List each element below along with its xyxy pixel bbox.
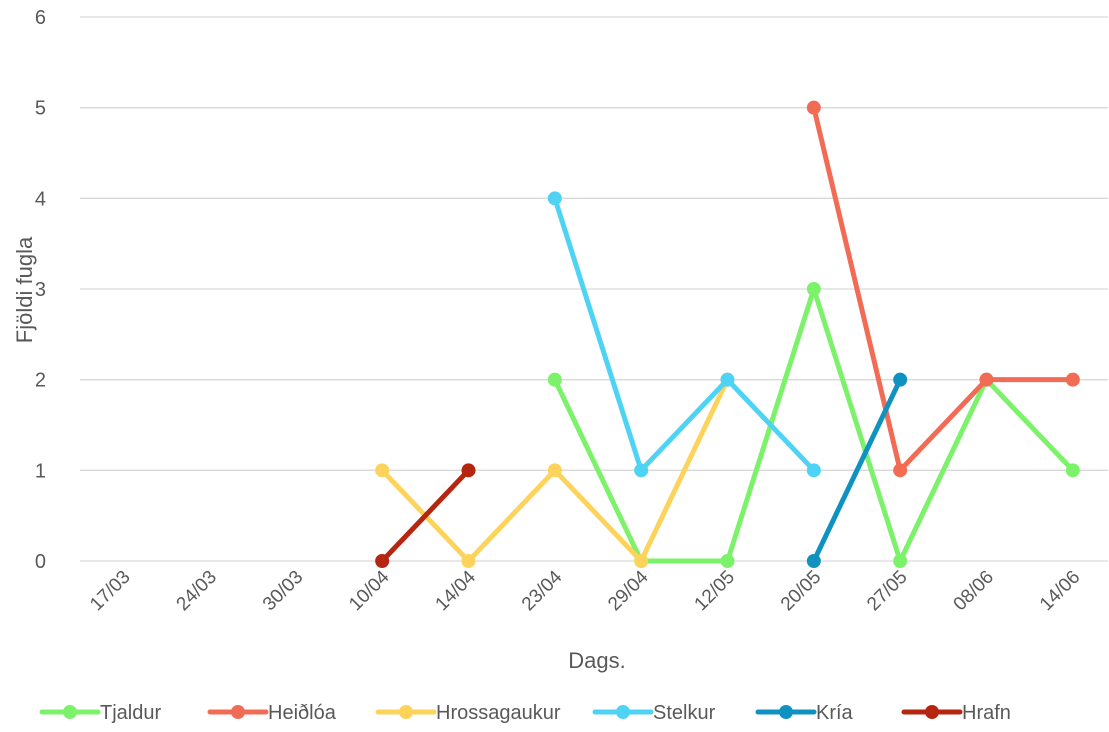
y-tick-label: 2 [35,370,46,392]
series-1 [806,100,1080,478]
data-point [720,554,735,568]
legend-item: Kría [755,702,854,724]
legend-swatch-marker [231,705,245,719]
legend-label: Hrafn [962,702,1011,724]
series-line [379,467,471,564]
legend-label: Tjaldur [100,702,161,724]
series-line [552,195,817,473]
x-tick-label: 30/03 [259,567,307,615]
x-tick-label: 10/04 [345,566,394,615]
data-point [634,554,649,568]
x-tick-label: 27/05 [863,567,911,615]
legend-item: Hrossagaukur [375,702,561,724]
x-tick-label: 29/04 [604,566,653,615]
data-point [893,372,908,387]
data-point [461,463,476,478]
series-line [811,105,1076,473]
legend-label: Heiðlóa [268,702,337,724]
series-line [552,286,1076,564]
data-point [375,554,390,568]
legend-item: Heiðlóa [207,702,337,724]
series-5 [375,463,476,568]
data-point [547,191,562,206]
legend-swatch-marker [399,705,413,719]
x-axis-label: Dags. [568,648,625,673]
y-tick-label: 4 [35,188,46,210]
x-tick-label: 14/06 [1036,567,1084,615]
data-point [720,372,735,387]
data-point [806,554,821,568]
x-tick-label: 17/03 [86,567,134,615]
data-point [893,463,908,478]
legend-item: Hrafn [901,702,1011,724]
series-lines [375,100,1080,568]
x-tick-labels: 17/03 24/03 30/03 10/04 14/04 23/04 29/04 12/05… [86,566,1084,615]
legend-swatch-marker [616,705,630,719]
y-tick-labels: 0 1 2 3 4 5 6 [35,7,46,573]
series-4 [806,372,908,568]
gridlines [80,16,1108,562]
legend-swatch-marker [925,705,939,719]
x-tick-label: 23/04 [518,566,567,615]
data-point [634,463,649,478]
x-tick-label: 12/05 [691,567,739,615]
x-tick-label: 14/04 [432,566,481,615]
data-point [547,463,562,478]
x-tick-label: 20/05 [777,567,825,615]
legend-swatch-marker [779,705,793,719]
data-point [547,372,562,387]
data-point [979,372,994,387]
x-tick-label: 24/03 [173,567,221,615]
legend-label: Stelkur [653,702,716,724]
data-point [461,554,476,568]
data-point [806,463,821,478]
legend-label: Hrossagaukur [436,702,561,724]
y-axis-label: Fjöldi fugla [12,236,37,343]
x-tick-label: 08/06 [950,567,998,615]
legend-label: Kría [816,702,854,724]
y-tick-label: 1 [35,460,46,482]
y-tick-label: 0 [35,551,46,573]
data-point [1065,463,1080,478]
data-point [1065,372,1080,387]
legend-item: Tjaldur [39,702,161,724]
data-point [893,554,908,568]
legend-swatch-marker [63,705,77,719]
data-point [806,282,821,296]
y-tick-label: 6 [35,7,46,29]
data-point [375,463,390,478]
y-tick-label: 3 [35,279,46,301]
legend: Tjaldur Heiðlóa Hrossagaukur Stelkur Kría Hra… [39,702,1011,724]
series-3 [547,191,821,478]
y-tick-label: 5 [35,98,46,120]
data-point [806,100,821,115]
legend-item: Stelkur [592,702,716,724]
series-line [811,377,903,564]
